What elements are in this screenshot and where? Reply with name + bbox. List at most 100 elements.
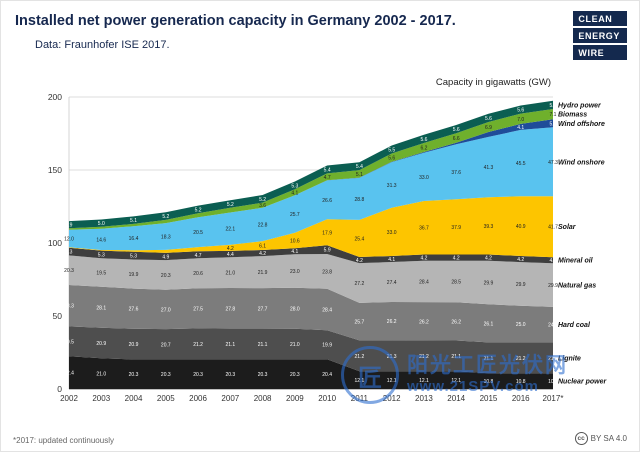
svg-text:4.1: 4.1 (291, 190, 298, 196)
page-title: Installed net power generation capacity … (15, 13, 456, 29)
svg-text:5.3: 5.3 (66, 250, 73, 256)
svg-text:28.1: 28.1 (96, 305, 106, 311)
svg-text:5.4: 5.4 (356, 164, 363, 170)
svg-text:Lignite: Lignite (558, 355, 581, 362)
svg-text:21.2: 21.2 (516, 356, 526, 362)
svg-text:19.9: 19.9 (322, 343, 332, 349)
svg-text:24.2: 24.2 (548, 323, 558, 329)
svg-text:36.7: 36.7 (419, 226, 429, 232)
svg-text:26.1: 26.1 (484, 321, 494, 327)
svg-text:25.0: 25.0 (516, 322, 526, 328)
svg-text:Mineral oil: Mineral oil (558, 258, 594, 265)
svg-text:28.5: 28.5 (451, 279, 461, 285)
svg-text:21.2: 21.2 (193, 342, 203, 348)
svg-text:22.8: 22.8 (258, 222, 268, 228)
svg-text:20.3: 20.3 (193, 372, 203, 378)
svg-text:25.4: 25.4 (355, 236, 365, 242)
svg-text:2013: 2013 (415, 394, 433, 403)
svg-text:4.7: 4.7 (324, 175, 331, 181)
svg-text:2017*: 2017* (543, 394, 564, 403)
svg-text:5.6: 5.6 (388, 156, 395, 162)
svg-text:2004: 2004 (125, 394, 143, 403)
svg-text:Solar: Solar (558, 224, 577, 231)
svg-text:5.9: 5.9 (324, 248, 331, 254)
svg-text:27.5: 27.5 (193, 306, 203, 312)
svg-text:17.9: 17.9 (322, 230, 332, 236)
svg-text:5.3: 5.3 (130, 254, 137, 260)
svg-text:41.7: 41.7 (548, 225, 558, 231)
svg-text:25.7: 25.7 (290, 212, 300, 218)
svg-text:27.0: 27.0 (161, 307, 171, 313)
svg-text:6.9: 6.9 (485, 125, 492, 131)
svg-text:5.1: 5.1 (130, 218, 137, 224)
svg-text:39.3: 39.3 (484, 224, 494, 230)
svg-text:7.1: 7.1 (550, 112, 557, 118)
svg-text:20.4: 20.4 (322, 372, 332, 378)
svg-text:4.9: 4.9 (66, 223, 73, 229)
svg-text:33.0: 33.0 (387, 230, 397, 236)
svg-text:41.3: 41.3 (484, 165, 494, 171)
svg-text:5.2: 5.2 (259, 197, 266, 203)
svg-text:27.4: 27.4 (387, 280, 397, 286)
svg-text:2008: 2008 (254, 394, 272, 403)
svg-text:26.2: 26.2 (451, 319, 461, 325)
svg-text:2010: 2010 (318, 394, 336, 403)
svg-text:5.0: 5.0 (98, 221, 105, 227)
svg-text:4.2: 4.2 (517, 257, 524, 263)
svg-text:Wind onshore: Wind onshore (558, 159, 605, 166)
svg-text:2009: 2009 (286, 394, 304, 403)
svg-text:21.0: 21.0 (96, 372, 106, 378)
svg-text:28.4: 28.4 (419, 279, 429, 285)
svg-text:2011: 2011 (351, 394, 369, 403)
svg-text:5.2: 5.2 (227, 202, 234, 208)
svg-text:20.3: 20.3 (129, 372, 139, 378)
svg-text:12.0: 12.0 (64, 236, 74, 242)
svg-text:4.4: 4.4 (227, 252, 234, 258)
license-text: BY SA 4.0 (590, 434, 627, 443)
svg-text:6.1: 6.1 (259, 244, 266, 250)
svg-text:4.1: 4.1 (517, 125, 524, 131)
svg-text:20.9: 20.9 (129, 342, 139, 348)
svg-text:7.0: 7.0 (517, 117, 524, 123)
svg-text:19.5: 19.5 (96, 271, 106, 277)
svg-text:20.3: 20.3 (290, 372, 300, 378)
svg-text:2006: 2006 (189, 394, 207, 403)
svg-text:20.7: 20.7 (161, 342, 171, 348)
svg-text:2005: 2005 (157, 394, 175, 403)
svg-text:2003: 2003 (92, 394, 110, 403)
svg-text:10.8: 10.8 (484, 379, 494, 385)
svg-text:20.3: 20.3 (161, 273, 171, 279)
svg-text:37.6: 37.6 (451, 170, 461, 176)
svg-text:18.3: 18.3 (161, 235, 171, 241)
svg-text:5.6: 5.6 (453, 127, 460, 133)
svg-text:28.8: 28.8 (355, 197, 365, 203)
svg-text:6.6: 6.6 (453, 136, 460, 142)
svg-text:12.1: 12.1 (419, 378, 429, 384)
svg-text:21.1: 21.1 (225, 342, 235, 348)
svg-text:12.1: 12.1 (355, 378, 365, 384)
logo-line-clean: CLEAN (573, 11, 627, 26)
svg-text:Biomass: Biomass (558, 112, 587, 119)
svg-text:10.6: 10.6 (290, 239, 300, 245)
svg-text:27.8: 27.8 (225, 306, 235, 312)
svg-text:20.5: 20.5 (64, 339, 74, 345)
svg-text:3.6: 3.6 (259, 203, 266, 209)
svg-text:19.9: 19.9 (129, 272, 139, 278)
svg-text:23.8: 23.8 (322, 269, 332, 275)
svg-text:4.7: 4.7 (195, 253, 202, 259)
svg-text:100: 100 (48, 238, 62, 248)
svg-text:2007: 2007 (221, 394, 239, 403)
svg-text:29.9: 29.9 (484, 280, 494, 286)
svg-text:29.9: 29.9 (516, 282, 526, 288)
chart-axis-title: Capacity in gigawatts (GW) (435, 77, 551, 88)
svg-text:26.2: 26.2 (387, 319, 397, 325)
svg-text:2002: 2002 (60, 394, 78, 403)
svg-text:28.3: 28.3 (64, 304, 74, 310)
svg-text:21.0: 21.0 (290, 342, 300, 348)
clean-energy-wire-logo: CLEAN ENERGY WIRE (573, 11, 627, 60)
svg-text:20.3: 20.3 (258, 372, 268, 378)
svg-text:14.6: 14.6 (96, 237, 106, 243)
svg-text:200: 200 (48, 92, 62, 102)
svg-text:28.4: 28.4 (322, 307, 332, 313)
